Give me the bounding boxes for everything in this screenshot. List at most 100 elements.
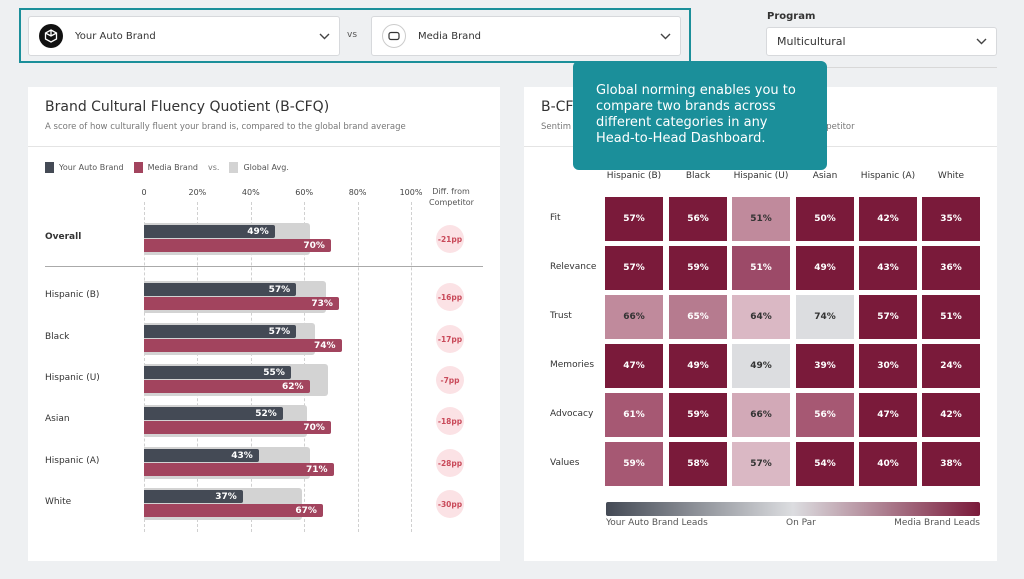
category-label: Hispanic (U)	[45, 373, 100, 383]
vs-label: vs	[347, 30, 358, 40]
program-value: Multicultural	[777, 35, 846, 48]
heatmap-column-label: Hispanic (B)	[606, 171, 662, 181]
heatmap-cell: 30%	[859, 344, 917, 388]
heatmap-cell: 57%	[859, 295, 917, 339]
heatmap-cell: 47%	[605, 344, 663, 388]
media-brand-bar: 73%	[144, 297, 339, 310]
legend-vs: vs.	[207, 163, 220, 172]
axis-tick-label: 40%	[241, 188, 260, 197]
brand-compare-bar: Your Auto Brand vs Media Brand	[19, 8, 691, 63]
heatmap-color-scale	[606, 502, 980, 516]
heatmap-cell: 42%	[922, 393, 980, 437]
your-auto-brand-bar: 55%	[144, 366, 291, 379]
category-label: Hispanic (B)	[45, 290, 100, 300]
scale-left-label: Your Auto Brand Leads	[606, 518, 708, 528]
diff-header: Diff. from Competitor	[429, 186, 474, 208]
chevron-down-icon	[309, 33, 339, 40]
heatmap-cell: 49%	[796, 246, 854, 290]
legend-item-global: Global Avg.	[229, 162, 289, 173]
media-brand-bar: 67%	[144, 504, 323, 517]
brand-b-select[interactable]: Media Brand	[371, 16, 681, 56]
diff-badge: -21pp	[436, 225, 464, 253]
axis-tick-label: 60%	[295, 188, 314, 197]
diff-header-line: Competitor	[429, 198, 474, 207]
heatmap-cell: 61%	[605, 393, 663, 437]
heatmap-cell: 66%	[605, 295, 663, 339]
media-brand-bar: 74%	[144, 339, 342, 352]
heatmap-cell: 38%	[922, 442, 980, 486]
axis-tick-label: 80%	[348, 188, 367, 197]
heatmap-row-label: Values	[550, 458, 580, 468]
heatmap-row-label: Relevance	[550, 262, 597, 272]
media-brand-bar: 71%	[144, 463, 334, 476]
legend-label: Global Avg.	[243, 163, 289, 172]
your-auto-brand-bar: 57%	[144, 283, 297, 296]
heatmap-row-label: Advocacy	[550, 409, 594, 419]
diff-badge: -30pp	[436, 490, 464, 518]
scale-middle-label: On Par	[786, 518, 816, 528]
heatmap-cell: 50%	[796, 197, 854, 241]
chevron-down-icon	[966, 38, 996, 45]
heatmap-cell: 49%	[669, 344, 727, 388]
grid-line	[411, 202, 412, 532]
heatmap-cell: 39%	[796, 344, 854, 388]
panel-title: Brand Cultural Fluency Quotient (B-CFQ)	[45, 99, 330, 115]
global-norming-tooltip: Global norming enables you to compare tw…	[573, 61, 827, 170]
divider	[28, 146, 500, 147]
heatmap-cell: 57%	[732, 442, 790, 486]
legend-item-auto: Your Auto Brand	[45, 162, 124, 173]
heatmap-cell: 59%	[669, 393, 727, 437]
program-select[interactable]: Multicultural	[766, 27, 997, 56]
heatmap-cell: 40%	[859, 442, 917, 486]
bcfq-panel: Brand Cultural Fluency Quotient (B-CFQ) …	[28, 87, 500, 561]
category-label: Black	[45, 332, 70, 342]
heatmap-cell: 66%	[732, 393, 790, 437]
media-logo-icon	[382, 24, 406, 48]
heatmap-row-label: Fit	[550, 213, 561, 223]
heatmap-cell: 49%	[732, 344, 790, 388]
heatmap-cell: 42%	[859, 197, 917, 241]
heatmap-cell: 35%	[922, 197, 980, 241]
your-auto-brand-bar: 57%	[144, 325, 297, 338]
heatmap-row-label: Trust	[550, 311, 572, 321]
category-label: Hispanic (A)	[45, 456, 100, 466]
diff-badge: -16pp	[436, 283, 464, 311]
category-label: Overall	[45, 232, 82, 242]
panel-subtitle: Sentim mpetitor	[541, 122, 855, 132]
heatmap-column-label: Black	[685, 171, 711, 181]
legend-label: Your Auto Brand	[59, 163, 124, 172]
your-auto-brand-bar: 37%	[144, 490, 243, 503]
category-label: White	[45, 497, 72, 507]
heatmap-cell: 47%	[859, 393, 917, 437]
diff-badge: -17pp	[436, 325, 464, 353]
grid-line	[357, 202, 359, 532]
heatmap-cell: 59%	[669, 246, 727, 290]
heatmap-column-label: Hispanic (A)	[860, 171, 916, 181]
brand-b-name: Media Brand	[418, 30, 481, 42]
diff-badge: -28pp	[436, 449, 464, 477]
media-brand-bar: 70%	[144, 421, 331, 434]
cube-logo-icon	[39, 24, 63, 48]
subtitle-right: mpetitor	[818, 122, 855, 132]
legend-item-media: Media Brand	[133, 162, 198, 173]
chart-legend: Your Auto Brand Media Brand vs. Global A…	[45, 162, 299, 173]
your-auto-brand-bar: 49%	[144, 225, 275, 238]
heatmap-cell: 65%	[669, 295, 727, 339]
heatmap-cell: 51%	[732, 197, 790, 241]
heatmap-cell: 64%	[732, 295, 790, 339]
heatmap-cell: 54%	[796, 442, 854, 486]
panel-subtitle: A score of how culturally fluent your br…	[45, 122, 406, 132]
heatmap-row-label: Memories	[550, 360, 595, 370]
chevron-down-icon	[650, 33, 680, 40]
brand-a-select[interactable]: Your Auto Brand	[28, 16, 340, 56]
your-auto-brand-bar: 52%	[144, 407, 283, 420]
heatmap-cell: 36%	[922, 246, 980, 290]
heatmap-cell: 56%	[796, 393, 854, 437]
program-label: Program	[767, 11, 816, 22]
your-auto-brand-bar: 43%	[144, 449, 259, 462]
heatmap-column-label: White	[937, 171, 965, 181]
heatmap-cell: 57%	[605, 246, 663, 290]
scale-right-label: Media Brand Leads	[894, 518, 980, 528]
heatmap-cell: 59%	[605, 442, 663, 486]
brand-a-name: Your Auto Brand	[75, 30, 156, 42]
